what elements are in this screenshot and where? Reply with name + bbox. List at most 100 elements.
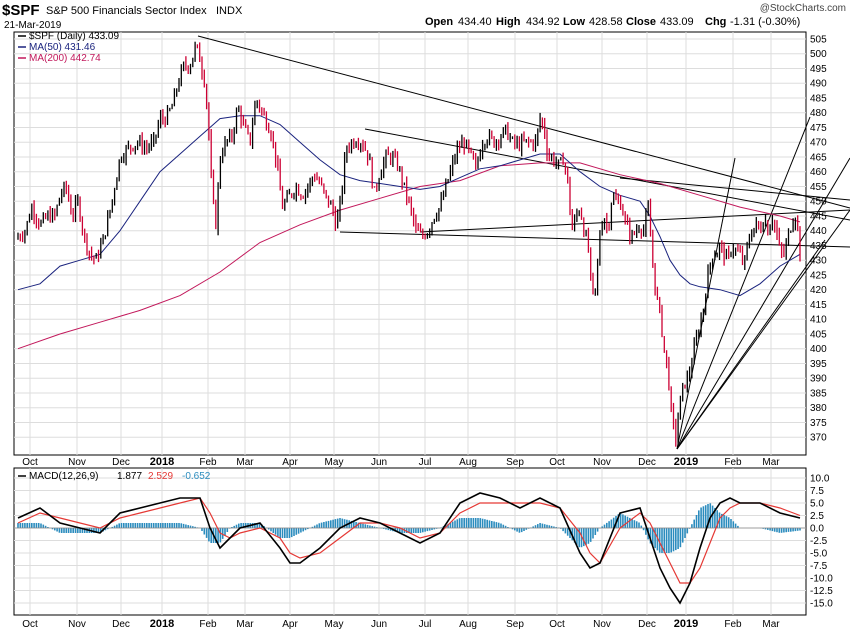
trendline: [339, 231, 850, 248]
trendline: [364, 128, 850, 221]
y-tick-label: 7.5: [810, 486, 824, 497]
y-tick-label: 10.0: [810, 474, 830, 485]
x-tick-label: Sep: [506, 457, 524, 468]
y-tick-label: 2.5: [810, 511, 824, 522]
y-tick-label: -10.0: [810, 574, 833, 585]
y-tick-label: 455: [810, 182, 827, 193]
x-tick-label: Nov: [68, 619, 86, 630]
low-value: 428.58: [589, 16, 623, 28]
macd-signal-value: 2.529: [148, 471, 173, 482]
y-tick-label: 475: [810, 123, 827, 134]
x-tick-label: Apr: [282, 457, 298, 468]
x-tick-label: Dec: [638, 457, 656, 468]
chart-exchange: INDX: [216, 5, 243, 17]
y-tick-label: 440: [810, 226, 827, 237]
trendline: [619, 177, 850, 201]
x-tick-label: Oct: [549, 619, 565, 630]
x-tick-label: Feb: [724, 457, 742, 468]
y-tick-label: 395: [810, 359, 827, 370]
ma200-line: [17, 162, 801, 350]
macd-legend: MACD(12,26,9) 1.877 2.529 -0.652: [18, 471, 211, 482]
y-tick-label: 380: [810, 403, 827, 414]
chg-value: -1.31 (-0.30%): [730, 16, 800, 28]
close-label: Close: [626, 16, 656, 28]
y-tick-label: 460: [810, 167, 827, 178]
trendlines: [197, 35, 850, 450]
x-tick-label: Sep: [506, 619, 524, 630]
x-tick-label: Oct: [22, 619, 38, 630]
macd-histogram: [14, 503, 806, 553]
chg-label: Chg: [705, 16, 726, 28]
macd-x-axis: Oct Nov Dec 2018 Feb Mar Apr May Jun Jul Aug Sep Oct…: [22, 618, 780, 630]
macd-grid: [14, 468, 806, 615]
y-tick-label: 420: [810, 285, 827, 296]
y-tick-label: -2.5: [810, 536, 828, 547]
x-tick-label: Dec: [112, 619, 130, 630]
open-value: 434.40: [458, 16, 492, 28]
price-legend: $SPF (Daily) 433.09 MA(50) 431.46 MA(200…: [18, 31, 119, 64]
legend-price: $SPF (Daily) 433.09: [29, 31, 119, 42]
y-tick-label: 465: [810, 152, 827, 163]
x-tick-label: Jun: [371, 457, 387, 468]
macd-y-axis: -15.0 -12.5-10.0 -7.5-5.0 -2.50.0 2.55.0 7.51…: [810, 474, 833, 610]
ma50-line: [17, 115, 801, 297]
x-tick-label: Oct: [549, 457, 565, 468]
low-label: Low: [563, 16, 585, 28]
y-tick-label: 445: [810, 211, 827, 222]
y-tick-label: -12.5: [810, 586, 833, 597]
y-tick-label: 400: [810, 344, 827, 355]
y-tick-label: 450: [810, 197, 827, 208]
price-panel-frame: [13, 31, 807, 456]
x-tick-label: Nov: [593, 457, 611, 468]
x-tick-label: Dec: [638, 619, 656, 630]
y-tick-label: 490: [810, 79, 827, 90]
trendline: [676, 209, 850, 450]
x-tick-label: Feb: [724, 619, 742, 630]
high-value: 434.92: [526, 16, 560, 28]
x-tick-label: Mar: [762, 619, 780, 630]
x-tick-label: Jul: [419, 619, 432, 630]
x-tick-label: Aug: [459, 619, 477, 630]
legend-ma50: MA(50) 431.46: [29, 42, 96, 53]
trendline: [676, 116, 811, 450]
macd-hist-value: -0.652: [182, 471, 211, 482]
y-tick-label: 0.0: [810, 524, 824, 535]
y-tick-label: 375: [810, 418, 827, 429]
y-tick-label: 480: [810, 108, 827, 119]
chart-symbol: $SPF: [2, 2, 40, 19]
trendline: [419, 209, 850, 233]
chart-index-name: S&P 500 Financials Sector Index: [46, 5, 207, 17]
watermark: @StockCharts.com: [760, 3, 846, 14]
macd-panel-frame: [13, 467, 807, 616]
x-tick-label: Jul: [419, 457, 432, 468]
high-label: High: [496, 16, 521, 28]
x-tick-label: Feb: [199, 457, 217, 468]
x-tick-label: Jun: [371, 619, 387, 630]
chart-date: 21-Mar-2019: [4, 20, 62, 31]
macd-value: 1.877: [117, 471, 142, 482]
y-tick-label: 5.0: [810, 499, 824, 510]
open-label: Open: [425, 16, 453, 28]
macd-line: [17, 492, 801, 605]
y-tick-label: 505: [810, 34, 827, 45]
y-tick-label: 410: [810, 315, 827, 326]
x-tick-label: Feb: [199, 619, 217, 630]
x-tick-label: Nov: [68, 457, 86, 468]
x-tick-label: Dec: [112, 457, 130, 468]
y-tick-label: -7.5: [810, 561, 828, 572]
x-tick-label: Mar: [236, 457, 254, 468]
y-tick-label: 385: [810, 388, 827, 399]
y-tick-label: 470: [810, 138, 827, 149]
price-bars: [17, 41, 801, 447]
x-tick-label: 2018: [150, 456, 174, 468]
x-tick-label: May: [325, 457, 344, 468]
macd-label: MACD(12,26,9): [29, 471, 98, 482]
y-tick-label: 370: [810, 433, 827, 444]
x-tick-label: Oct: [22, 457, 38, 468]
x-tick-label: May: [325, 619, 344, 630]
y-tick-label: 495: [810, 64, 827, 75]
price-grid: [14, 32, 806, 455]
x-tick-label: Mar: [762, 457, 780, 468]
close-value: 433.09: [660, 16, 694, 28]
x-tick-label: Aug: [459, 457, 477, 468]
